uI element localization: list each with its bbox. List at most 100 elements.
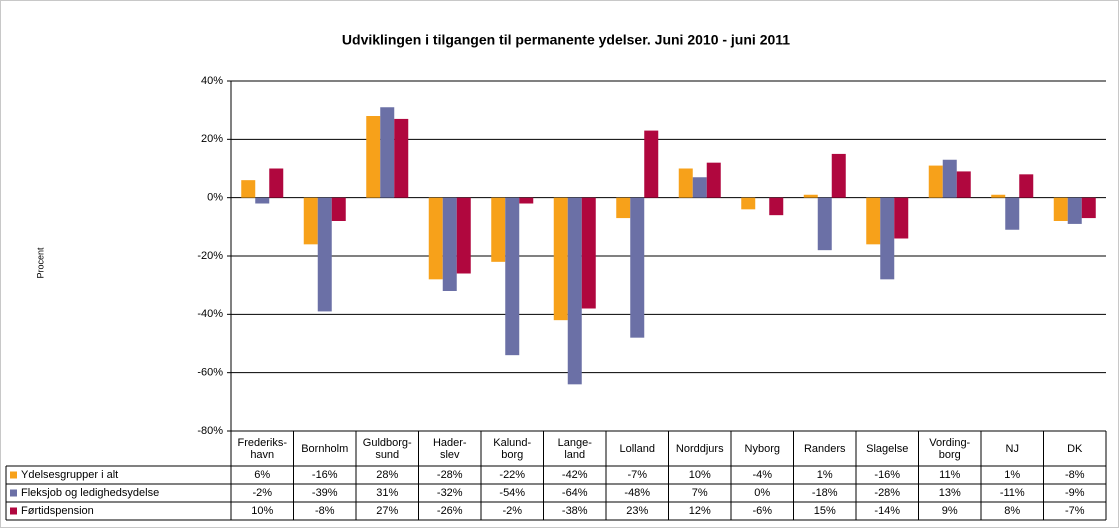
x-tick-label: NJ — [1005, 442, 1019, 455]
x-tick-label: Vording- borg — [929, 436, 971, 461]
bar — [831, 153, 846, 198]
bar — [255, 197, 270, 204]
y-tick-label: -20% — [197, 250, 223, 262]
bar — [428, 197, 443, 280]
data-label: -11% — [1000, 487, 1025, 499]
data-label: 7% — [692, 487, 708, 499]
bar — [817, 197, 832, 251]
data-label: -48% — [624, 487, 650, 499]
data-label: 23% — [626, 505, 648, 517]
bar — [644, 130, 659, 198]
data-label: -18% — [812, 487, 838, 499]
bar — [1053, 197, 1068, 221]
bar — [741, 197, 756, 210]
data-label: -54% — [499, 487, 525, 499]
bar — [803, 194, 818, 198]
x-tick-label: Frederiks- havn — [237, 436, 287, 461]
data-label: -8% — [315, 505, 335, 517]
bar — [331, 197, 346, 221]
x-tick-label: Nyborg — [744, 442, 780, 455]
data-label: 0% — [754, 487, 770, 499]
data-label: -26% — [437, 505, 463, 517]
data-label: 10% — [689, 469, 711, 481]
legend-swatch — [10, 489, 17, 497]
x-tick-label: Lolland — [619, 442, 655, 455]
data-label: -2% — [502, 505, 522, 517]
legend-label: Fleksjob og ledighedsydelse — [21, 487, 159, 499]
legend-label: Førtidspension — [21, 505, 94, 517]
bar — [894, 197, 909, 239]
data-label: -16% — [874, 469, 900, 481]
data-label: 11% — [939, 469, 960, 481]
chart-title: Udviklingen i tilgangen til permanente y… — [342, 32, 790, 48]
x-tick-label: DK — [1067, 442, 1083, 455]
bar — [567, 197, 582, 385]
data-label: -7% — [1065, 505, 1085, 517]
data-label: -28% — [437, 469, 463, 481]
bar — [394, 118, 409, 198]
bar — [956, 171, 971, 198]
data-label: -64% — [562, 487, 588, 499]
bar — [991, 194, 1006, 198]
data-label: -32% — [437, 487, 463, 499]
bar — [942, 159, 957, 198]
bar — [241, 180, 256, 198]
data-label: 1% — [817, 469, 833, 481]
data-label: 28% — [376, 469, 398, 481]
bar — [928, 165, 943, 198]
data-label: -22% — [499, 469, 525, 481]
data-label: 9% — [942, 505, 958, 517]
x-tick-label: Slagelse — [866, 442, 909, 455]
bar — [491, 197, 506, 262]
bar — [456, 197, 471, 274]
bar — [1005, 197, 1020, 230]
bar — [1019, 174, 1034, 198]
data-label: -4% — [752, 469, 772, 481]
data-label: 27% — [376, 505, 398, 517]
bar — [630, 197, 645, 338]
legend-swatch — [10, 471, 17, 479]
y-axis-label: Procent — [35, 247, 45, 279]
y-tick-label: 0% — [207, 192, 223, 204]
bar — [1081, 197, 1096, 219]
data-label: -42% — [562, 469, 588, 481]
bar — [317, 197, 332, 312]
data-label: -39% — [312, 487, 338, 499]
data-label: 15% — [814, 505, 836, 517]
bar — [505, 197, 520, 356]
y-tick-label: 40% — [201, 75, 223, 87]
data-label: -8% — [1065, 469, 1085, 481]
bar — [553, 197, 568, 321]
bar — [303, 197, 318, 245]
data-label: 1% — [1004, 469, 1020, 481]
data-label: -7% — [627, 469, 647, 481]
y-tick-label: 20% — [201, 133, 223, 145]
x-tick-label: Guldborg- sund — [362, 436, 412, 461]
bar — [380, 107, 395, 198]
data-label: -6% — [752, 505, 772, 517]
data-label: 13% — [939, 487, 961, 499]
bar — [616, 197, 631, 219]
data-label: -2% — [252, 487, 272, 499]
bar — [366, 116, 381, 198]
y-tick-label: -80% — [197, 425, 223, 437]
x-tick-label: Lange- land — [557, 436, 592, 461]
legend-swatch — [10, 507, 17, 515]
bar — [706, 162, 721, 198]
bar — [769, 197, 784, 216]
data-label: 12% — [689, 505, 711, 517]
bar — [1067, 197, 1082, 224]
x-tick-label: Bornholm — [301, 442, 349, 455]
data-label: -28% — [874, 487, 900, 499]
y-tick-label: -60% — [197, 367, 223, 379]
data-label: 8% — [1004, 505, 1020, 517]
data-label: -16% — [312, 469, 338, 481]
y-tick-label: -40% — [197, 308, 223, 320]
x-tick-label: Kalund- borg — [493, 436, 532, 461]
bar — [880, 197, 895, 280]
bar — [866, 197, 881, 245]
bar — [442, 197, 457, 291]
bar — [269, 168, 284, 198]
